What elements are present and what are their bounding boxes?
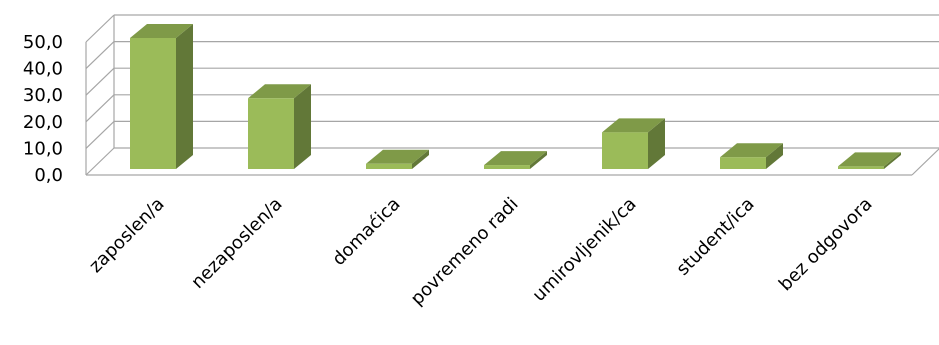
bar-top bbox=[720, 143, 783, 158]
gridline-diagonal bbox=[85, 120, 115, 149]
y-tick-label: 30,0 bbox=[23, 85, 63, 106]
bar-side bbox=[530, 151, 547, 169]
gridline-diagonal bbox=[85, 41, 115, 70]
x-tick-label: povremeno radi bbox=[407, 194, 523, 310]
bar bbox=[838, 166, 884, 169]
bar-side bbox=[176, 23, 193, 170]
y-tick-label: 20,0 bbox=[23, 112, 63, 133]
bar-top bbox=[248, 84, 311, 99]
gridline-diagonal bbox=[85, 14, 115, 43]
bar-top bbox=[602, 118, 665, 133]
bar-side bbox=[884, 152, 901, 169]
bar bbox=[720, 157, 766, 169]
bar-top bbox=[484, 151, 547, 166]
y-tick-label: 40,0 bbox=[23, 59, 63, 80]
bar-side bbox=[648, 118, 665, 169]
x-tick-label: umirovljenik/ca bbox=[528, 194, 640, 306]
x-tick-label: zaposlen/a bbox=[85, 194, 168, 277]
gridline-diagonal bbox=[85, 147, 115, 176]
bar-top bbox=[130, 23, 193, 38]
floor-right-edge bbox=[911, 148, 939, 176]
bar bbox=[366, 163, 412, 169]
bar-top bbox=[838, 152, 901, 167]
x-tick-label: domaćica bbox=[328, 194, 404, 270]
bar-top bbox=[366, 149, 429, 164]
bar-side bbox=[412, 149, 429, 169]
bar-side bbox=[294, 84, 311, 169]
y-tick-label: 50,0 bbox=[23, 32, 63, 53]
y-tick-label: 10,0 bbox=[23, 138, 63, 159]
gridline-diagonal bbox=[85, 94, 115, 123]
bar-side bbox=[766, 143, 783, 169]
bar bbox=[248, 98, 294, 169]
x-tick-label: nezaposlen/a bbox=[187, 194, 286, 293]
x-tick-label: bez odgovora bbox=[775, 194, 877, 296]
bar bbox=[484, 165, 530, 169]
y-tick-label: 0,0 bbox=[34, 165, 63, 186]
bar bbox=[130, 37, 176, 170]
x-tick-label: student/ica bbox=[672, 194, 758, 280]
bar bbox=[602, 132, 648, 169]
gridline-diagonal bbox=[85, 67, 115, 96]
